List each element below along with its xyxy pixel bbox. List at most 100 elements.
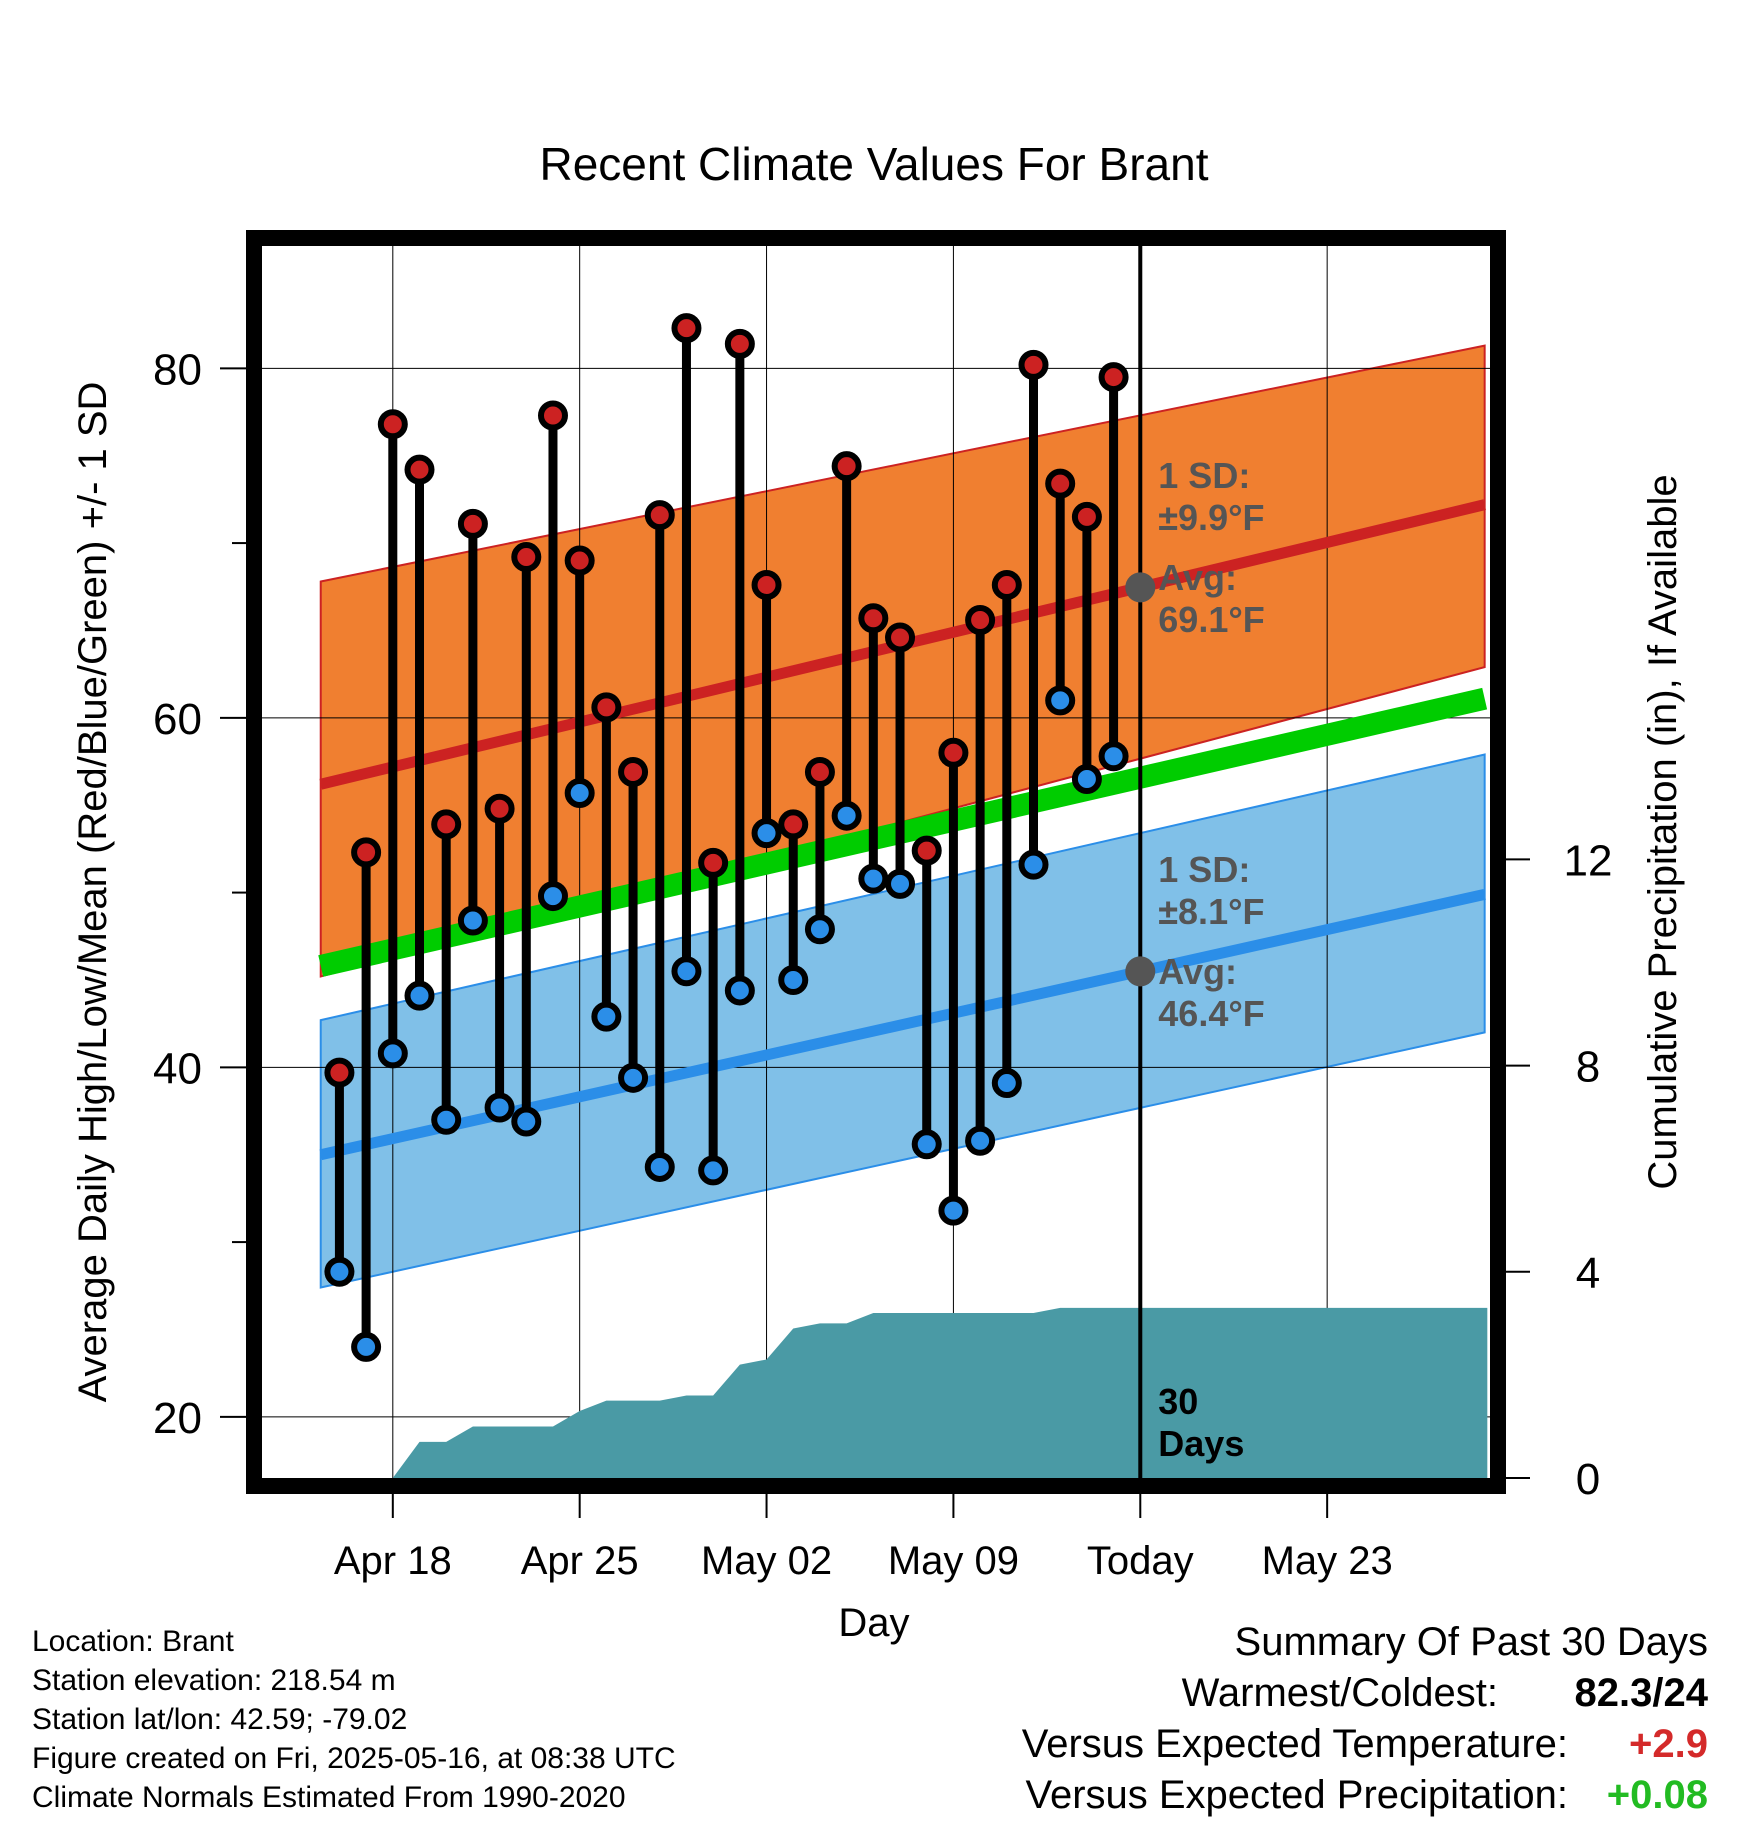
high-point: [698, 847, 729, 878]
high-point: [618, 757, 649, 788]
high-point: [1045, 468, 1076, 499]
low-point: [858, 863, 889, 894]
low-point: [911, 1129, 942, 1160]
low-point: [404, 980, 435, 1011]
high-point: [457, 508, 488, 539]
high-point: [938, 737, 969, 768]
low-point: [965, 1125, 996, 1156]
low-point: [831, 800, 862, 831]
high-point: [377, 409, 408, 440]
high-point: [1098, 362, 1129, 393]
station-info: Location: Brant Station elevation: 218.5…: [32, 1622, 676, 1817]
low-point: [1045, 685, 1076, 716]
chart-title: Recent Climate Values For Brant: [540, 138, 1209, 190]
y2-tick-label: 0: [1576, 1455, 1600, 1504]
high-avg-dot: [1125, 572, 1156, 603]
today-days-label: 30: [1158, 1381, 1198, 1422]
low-point: [1071, 763, 1102, 794]
elevation-text: Station elevation: 218.54 m: [32, 1664, 396, 1697]
low-point: [751, 818, 782, 849]
high-point: [858, 603, 889, 634]
high-point: [965, 604, 996, 635]
y-tick-label: 60: [153, 695, 202, 744]
low-point: [804, 914, 835, 945]
temp-value: +2.9: [1629, 1722, 1708, 1766]
high-point: [751, 570, 782, 601]
high-point: [991, 570, 1022, 601]
high-point: [644, 500, 675, 531]
precip-area: [392, 1307, 1488, 1478]
high-point: [484, 793, 515, 824]
x-axis-label: Day: [838, 1601, 909, 1645]
high-point: [404, 454, 435, 485]
today-line-group: [1125, 246, 1156, 1478]
high-point: [1018, 349, 1049, 380]
low-point: [618, 1062, 649, 1093]
summary-title: Summary Of Past 30 Days: [1234, 1620, 1708, 1664]
high-point: [511, 542, 542, 573]
low-avg-dot: [1125, 956, 1156, 987]
y-tick-label: 80: [153, 345, 202, 394]
low-point: [885, 868, 916, 899]
low-point: [698, 1155, 729, 1186]
high-point: [778, 809, 809, 840]
y-axis-label: Average Daily High/Low/Mean (Red/Blue/Gr…: [71, 382, 115, 1403]
low-sd-annotation: 1 SD:: [1158, 849, 1250, 890]
low-point: [457, 905, 488, 936]
low-point: [537, 881, 568, 912]
low-point: [938, 1195, 969, 1226]
low-point: [377, 1038, 408, 1069]
high-point: [564, 545, 595, 576]
warmest-value: 82.3/24: [1574, 1671, 1708, 1715]
high-point: [1071, 501, 1102, 532]
low-point: [564, 777, 595, 808]
low-avg-annotation: 46.4°F: [1158, 993, 1264, 1034]
precip-row: Versus Expected Precipitation: +0.08: [808, 1773, 1708, 1824]
low-point: [351, 1331, 382, 1362]
normals-source-text: Climate Normals Estimated From 1990-2020: [32, 1781, 626, 1814]
high-point: [324, 1057, 355, 1088]
precip-value: +0.08: [1606, 1773, 1708, 1817]
low-point: [431, 1104, 462, 1135]
low-point: [991, 1068, 1022, 1099]
x-tick-label: Apr 18: [334, 1539, 452, 1583]
plot-frame: [246, 230, 1506, 1494]
x-tick-label: Apr 25: [521, 1539, 639, 1583]
high-point: [911, 835, 942, 866]
warmest-row: Warmest/Coldest: 82.3/24: [808, 1671, 1708, 1722]
high-point: [671, 313, 702, 344]
low-point: [671, 956, 702, 987]
high-point: [885, 622, 916, 653]
y2-tick-label: 12: [1564, 836, 1613, 885]
high-point: [831, 451, 862, 482]
temp-label: Versus Expected Temperature:: [1021, 1722, 1568, 1766]
low-point: [591, 1001, 622, 1032]
low-sd-annotation: ±8.1°F: [1158, 891, 1264, 932]
high-point: [537, 400, 568, 431]
warmest-label: Warmest/Coldest:: [1181, 1671, 1498, 1715]
low-point: [511, 1106, 542, 1137]
low-point: [644, 1151, 675, 1182]
high-point: [724, 328, 755, 359]
location-text: Location: Brant: [32, 1625, 234, 1658]
high-point: [591, 692, 622, 723]
x-tick-label: May 23: [1262, 1539, 1393, 1583]
axis-ticks: [220, 367, 1530, 1518]
y-tick-label: 20: [153, 1394, 202, 1443]
today-days-label: Days: [1158, 1423, 1244, 1464]
precipitation-area: [392, 1307, 1488, 1478]
high-sd-annotation: 1 SD:: [1158, 455, 1250, 496]
low-point: [484, 1092, 515, 1123]
created-text: Figure created on Fri, 2025-05-16, at 08…: [32, 1742, 676, 1775]
low-point: [1098, 741, 1129, 772]
high-point: [431, 809, 462, 840]
y-tick-label: 40: [153, 1044, 202, 1093]
precip-label: Versus Expected Precipitation:: [1025, 1773, 1568, 1817]
temp-row: Versus Expected Temperature: +2.9: [808, 1722, 1708, 1773]
low-normal-line: [319, 888, 1486, 1161]
chart-text: 20 40 60 80 0 4 8 12 Apr 18 Apr 25 May 02 May 09 Tod…: [71, 138, 1685, 1645]
y2-axis-label: Cumulative Precipitation (in), If Availa…: [1641, 474, 1685, 1189]
high-point: [351, 837, 382, 868]
low-point: [724, 975, 755, 1006]
low-point: [324, 1256, 355, 1287]
